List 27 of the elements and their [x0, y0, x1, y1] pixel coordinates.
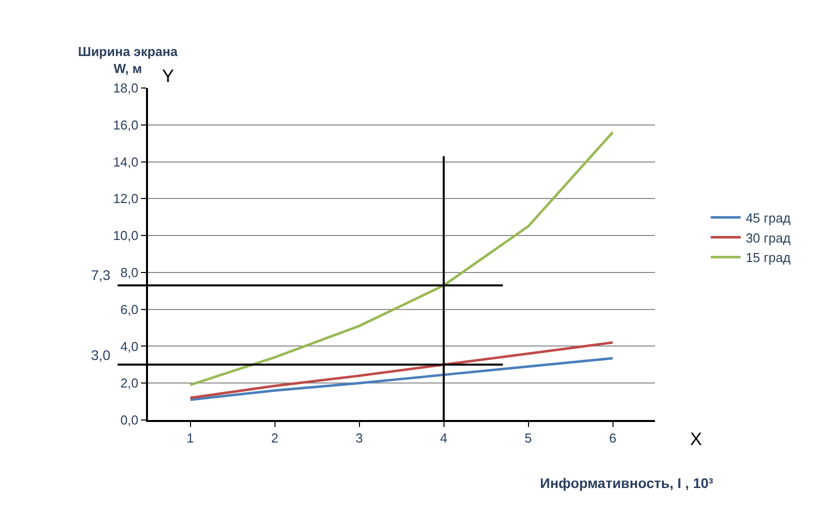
y-tick-label: 10,0: [113, 228, 138, 244]
x-tick-label: 2: [271, 430, 278, 446]
y-tick-label: 8,0: [120, 264, 138, 280]
x-tick-label: 3: [356, 430, 363, 446]
y-tick-label: 16,0: [113, 117, 138, 132]
y-tick-label: 6,0: [120, 302, 138, 317]
legend-label: 15 град: [746, 250, 791, 266]
legend-label: 45 град: [746, 210, 791, 226]
x-axis-title: Информативность, I , 10³: [540, 475, 714, 491]
y-tick-label: 4,0: [120, 338, 138, 354]
y-tick-label: 14,0: [113, 154, 138, 170]
text: Y: [162, 66, 174, 86]
x-tick-label: 6: [609, 430, 616, 446]
x-tick-label: 4: [440, 430, 448, 446]
ref-line-label: 3,0: [91, 347, 111, 363]
y-tick-label: 0,0: [120, 412, 138, 428]
text: X: [690, 429, 702, 449]
legend-label: 30 град: [746, 230, 791, 246]
x-tick-label: 5: [524, 430, 532, 446]
y-tick-label: 12,0: [113, 191, 138, 206]
x-tick-label: 1: [186, 430, 194, 446]
ref-line-label: 7,3: [91, 267, 111, 283]
line-series: [189, 341, 614, 400]
y-tick-label: 18,0: [113, 80, 138, 96]
line-series: [189, 356, 614, 401]
y-tick-label: 2,0: [120, 376, 138, 391]
line-series: [189, 131, 614, 386]
